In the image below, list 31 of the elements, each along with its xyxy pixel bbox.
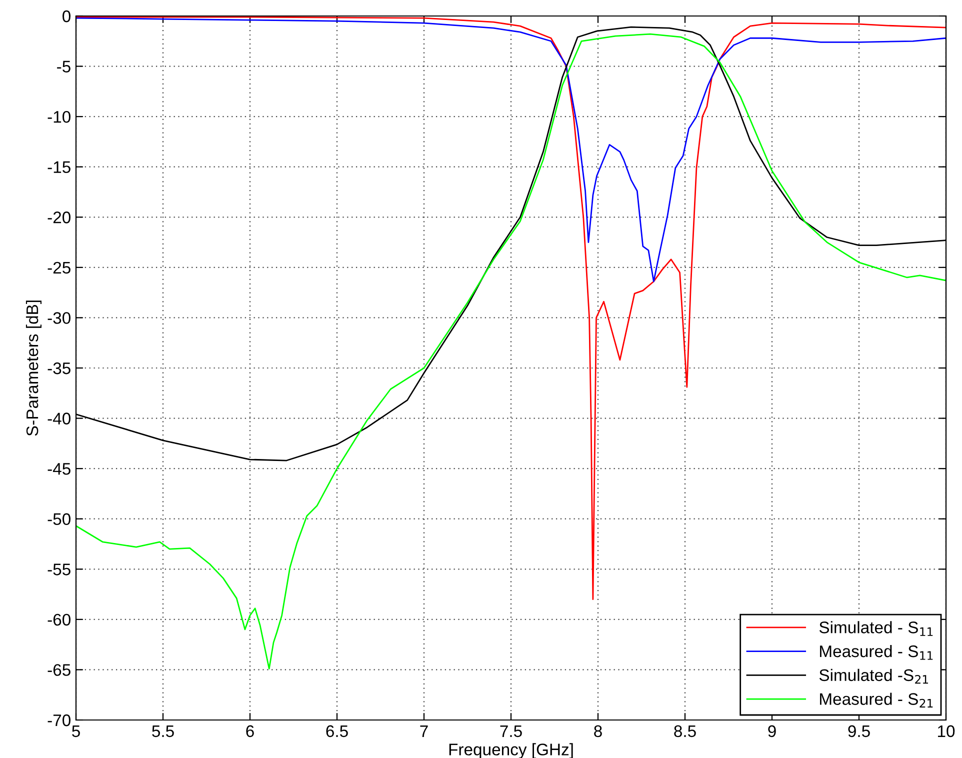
x-tick-label: 5 <box>72 725 80 738</box>
y-axis-title: S-Parameters [dB] <box>26 300 42 436</box>
x-tick-label: 8 <box>594 725 602 738</box>
y-tick-label: -70 <box>48 714 70 726</box>
y-tick-label: -60 <box>48 614 70 626</box>
y-tick-label: -35 <box>48 362 70 374</box>
y-tick-label: -25 <box>48 262 70 274</box>
x-tick-label: 10 <box>938 725 955 738</box>
x-tick-label: 5.5 <box>152 725 174 738</box>
y-tick-label: 0 <box>62 10 70 22</box>
x-tick-label: 9 <box>768 725 776 738</box>
y-tick-label: -65 <box>48 664 70 676</box>
x-tick-label: 8.5 <box>674 725 696 738</box>
x-tick-label: 6.5 <box>326 725 348 738</box>
y-tick-label: -15 <box>48 161 70 174</box>
y-tick-label: -55 <box>48 564 70 576</box>
x-tick-label: 9.5 <box>848 725 870 738</box>
y-tick-label: -20 <box>48 212 70 224</box>
legend-label: Measured - S$_{11}$ <box>820 644 933 660</box>
x-tick-label: 7 <box>420 725 428 737</box>
x-tick-label: 7.5 <box>500 725 522 738</box>
legend-label: Measured - S$_{21}$ <box>820 692 933 708</box>
y-tick-label: -45 <box>48 463 70 475</box>
y-tick-label: -5 <box>57 60 70 72</box>
y-tick-label: -50 <box>48 513 70 526</box>
x-tick-label: 6 <box>246 725 254 738</box>
legend-label: Simulated -S$_{21}$ <box>819 668 928 684</box>
y-tick-label: -10 <box>48 110 70 123</box>
y-tick-label: -40 <box>48 412 70 424</box>
legend-label: Simulated - S$_{11}$ <box>819 621 933 636</box>
y-tick-label: -30 <box>48 312 70 324</box>
